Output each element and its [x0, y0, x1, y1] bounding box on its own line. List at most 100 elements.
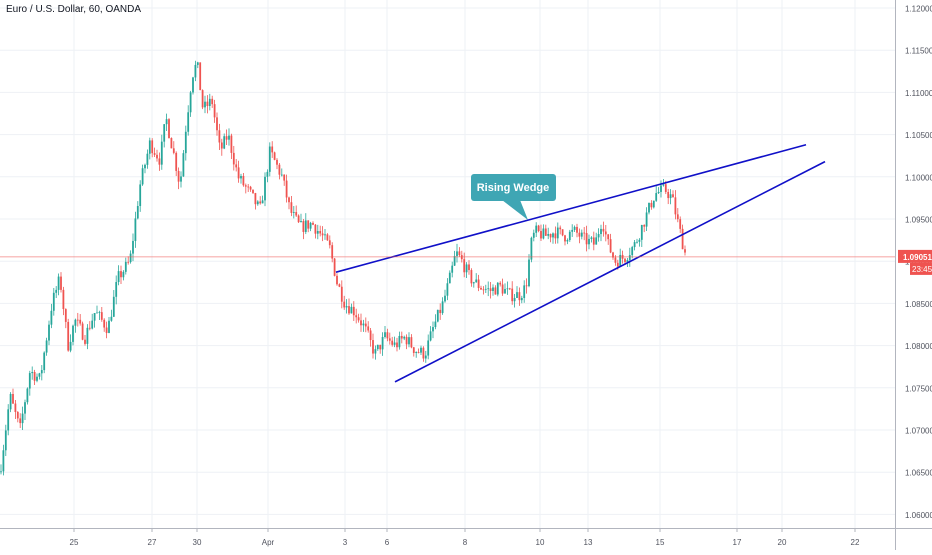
candle-body	[631, 247, 633, 255]
candle-body	[370, 330, 372, 340]
candle	[269, 142, 271, 176]
candle	[629, 248, 631, 267]
y-tick-label: 1.06500	[905, 469, 932, 478]
candle-body	[365, 324, 367, 327]
candle-body	[463, 259, 465, 272]
candle-body	[255, 193, 257, 204]
candle-body	[432, 327, 434, 331]
candle	[238, 161, 240, 183]
candle	[12, 389, 14, 404]
candle	[507, 281, 509, 294]
candle	[550, 233, 552, 242]
x-tick-label: Apr	[262, 538, 275, 547]
y-axis[interactable]: 1.120001.115001.110001.105001.100001.095…	[896, 0, 932, 550]
candle-body	[96, 313, 98, 314]
candle	[142, 165, 144, 186]
candle-body	[478, 280, 480, 288]
candle	[451, 262, 453, 278]
candle-body	[447, 283, 449, 295]
x-tick-label: 10	[536, 538, 545, 547]
candle	[82, 322, 84, 341]
candle-body	[420, 348, 422, 353]
candle	[27, 387, 29, 404]
candle	[303, 219, 305, 239]
candle	[636, 239, 638, 244]
candle	[137, 201, 139, 219]
candle-body	[63, 290, 65, 309]
candle-body	[454, 256, 456, 266]
candle-body	[507, 288, 509, 289]
candle-body	[665, 184, 667, 192]
candle-body	[300, 221, 302, 222]
y-tick-label: 1.06000	[905, 511, 932, 520]
candle	[504, 283, 506, 293]
candle-body	[82, 324, 84, 340]
y-tick-label: 1.07500	[905, 384, 932, 393]
candle-body	[634, 242, 636, 247]
candle-body	[341, 287, 343, 302]
y-tick-label: 1.10500	[905, 131, 932, 140]
candle	[411, 334, 413, 348]
candle	[425, 351, 427, 363]
candle-body	[91, 321, 93, 329]
candle-body	[391, 341, 393, 345]
candle	[593, 232, 595, 251]
candle	[639, 238, 641, 246]
candle-body	[336, 276, 338, 284]
candle	[255, 193, 257, 210]
candle-body	[48, 325, 50, 341]
candle	[271, 141, 273, 158]
candle-body	[526, 285, 528, 286]
candle	[154, 148, 156, 157]
candle-body	[262, 200, 264, 203]
candle-body	[603, 229, 605, 232]
candle	[250, 186, 252, 192]
candle	[77, 313, 79, 327]
candle	[135, 212, 137, 248]
candle	[125, 258, 127, 275]
candle-body	[233, 153, 235, 165]
candle	[173, 141, 175, 154]
candle	[605, 225, 607, 241]
candle-body	[552, 233, 554, 237]
candle-body	[598, 234, 600, 237]
candle	[502, 279, 504, 296]
candle-body	[415, 352, 417, 353]
candle	[295, 206, 297, 217]
candle-body	[223, 136, 225, 148]
candle-body	[156, 155, 158, 159]
candle	[586, 226, 588, 252]
candle-body	[483, 289, 485, 290]
candle-body	[180, 176, 182, 181]
candle-body	[192, 77, 194, 92]
y-tick-label: 1.08500	[905, 300, 932, 309]
candle	[204, 96, 206, 113]
candle-body	[636, 242, 638, 243]
x-tick-label: 6	[385, 538, 390, 547]
candle	[358, 314, 360, 323]
candle	[439, 303, 441, 320]
candle	[79, 314, 81, 326]
candle-body	[60, 277, 62, 290]
candle-body	[127, 262, 129, 263]
candle	[406, 334, 408, 349]
candle-body	[183, 153, 185, 176]
candle	[315, 224, 317, 238]
candle	[531, 237, 533, 263]
candle-body	[209, 99, 211, 106]
wedge-line-lower	[395, 162, 825, 382]
candle-body	[171, 138, 173, 148]
candle	[348, 299, 350, 315]
candle	[147, 149, 149, 168]
candle-body	[468, 264, 470, 270]
candle	[677, 208, 679, 222]
candle	[53, 288, 55, 316]
candle-body	[245, 185, 247, 186]
candle-body	[214, 104, 216, 117]
candle	[552, 232, 554, 243]
candle	[183, 150, 185, 177]
candle	[127, 256, 129, 264]
candle	[521, 296, 523, 303]
candle	[370, 328, 372, 347]
